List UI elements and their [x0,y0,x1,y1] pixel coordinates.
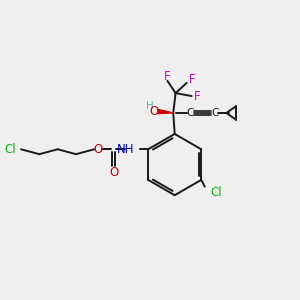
Text: H: H [146,101,154,111]
Text: O: O [94,143,103,156]
Text: NH: NH [117,143,134,156]
Text: O: O [109,166,118,178]
Text: Cl: Cl [210,186,222,199]
Polygon shape [158,110,173,113]
Text: C: C [187,108,194,118]
Text: C: C [211,108,219,118]
Text: F: F [194,89,200,103]
Text: F: F [164,70,171,83]
Text: O: O [149,105,159,118]
Text: Cl: Cl [4,143,16,156]
Text: F: F [189,74,195,86]
